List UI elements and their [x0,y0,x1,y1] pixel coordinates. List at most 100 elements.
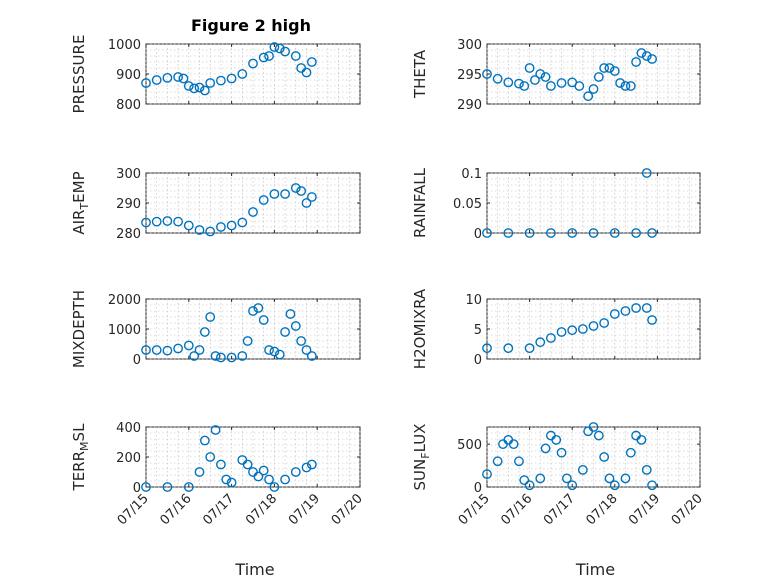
data-point [556,447,567,458]
x-tick-label: 07/15 [115,491,152,528]
data-point [620,81,631,91]
subplot-theta: 290 295 300 THETA [411,38,701,113]
data-point [588,321,599,331]
data-point [631,228,641,238]
data-point [237,69,248,79]
data-series [141,303,317,363]
data-point [482,469,492,480]
data-point [296,336,307,346]
data-point [264,51,274,61]
data-point [599,452,610,462]
grid [486,298,701,360]
data-point [577,464,588,475]
data-point [588,422,599,432]
data-point [178,73,189,84]
y-tick-label: 0.05 [453,197,482,212]
y-tick-label: 280 [116,227,141,242]
y-tick-label: 290 [457,98,482,113]
y-axis-label: H2OMIXRA [411,288,429,369]
y-tick-label: 0 [474,353,482,368]
data-point [237,351,248,361]
y-tick-label: 400 [116,421,141,436]
data-point [535,69,546,79]
data-point [647,228,657,238]
data-point [609,228,620,238]
data-point [503,77,514,88]
data-point [162,216,173,226]
data-point [524,63,535,73]
data-point [162,73,173,83]
data-series [482,168,657,238]
data-point [242,336,253,346]
data-point [258,465,269,476]
data-point [269,189,280,199]
y-axis-label: MIXDEPTH [70,290,88,368]
data-point [524,480,535,491]
data-point [609,480,620,491]
data-point [141,217,151,228]
subplot-air-temp: 280 290 300 AIRTEMP [70,167,361,242]
data-point [556,78,567,88]
data-series [141,425,317,492]
x-tick-label: 07/17 [541,491,578,528]
y-tick-label: 200 [116,451,141,466]
x-tick-label: 07/19 [626,491,663,528]
subplot-sun-flux: 0 500 SUNFLUX 07/15 07/16 07/17 07/18 07/19 07/2… [411,422,706,579]
data-point [535,337,546,348]
data-point [546,333,556,343]
x-tick-label: 07/16 [158,491,195,528]
subplot-pressure: 800 900 1000 PRESSURE [70,35,361,113]
data-point [205,78,216,88]
data-point [574,81,585,91]
data-point [290,321,301,331]
data-point [199,435,210,446]
data-point [567,228,578,238]
data-point [183,340,194,351]
y-axis-label: TERRMSL [70,423,91,492]
data-point [641,464,652,475]
data-point [194,225,205,235]
y-tick-label: 2000 [108,293,141,308]
data-point [151,216,162,227]
data-point [604,63,615,73]
y-tick-label: 10 [465,293,482,308]
data-series [141,42,317,96]
data-point [173,72,184,82]
data-point [593,72,604,82]
data-point [588,84,599,94]
data-point [599,63,610,73]
data-point [604,473,615,484]
data-point [183,220,194,231]
x-axis-label: Time [234,560,274,579]
data-point [301,345,312,355]
x-tick-label: 07/19 [286,491,323,528]
y-axis-label: SUNFLUX [411,424,432,491]
data-point [237,217,248,228]
data-point [290,183,301,193]
data-point [205,452,216,462]
data-point [556,327,567,337]
data-point [269,42,280,52]
data-point [508,439,519,450]
data-point [274,349,285,360]
data-point [205,226,216,237]
data-point [530,75,540,85]
data-point [301,198,312,208]
data-point [258,315,269,325]
data-point [151,345,162,355]
data-point [503,228,514,238]
subplot-mixdepth: 0 1000 2000 MIXDEPTH [70,290,361,368]
data-point [647,315,657,325]
data-point [215,459,226,470]
data-point [620,306,631,316]
data-point [514,456,524,467]
data-point [199,85,210,96]
data-point [641,168,652,178]
data-point [567,480,578,491]
data-point [194,82,205,93]
data-point [290,467,301,477]
data-point [593,430,604,441]
data-point [482,69,492,79]
y-tick-label: 1000 [108,323,141,338]
